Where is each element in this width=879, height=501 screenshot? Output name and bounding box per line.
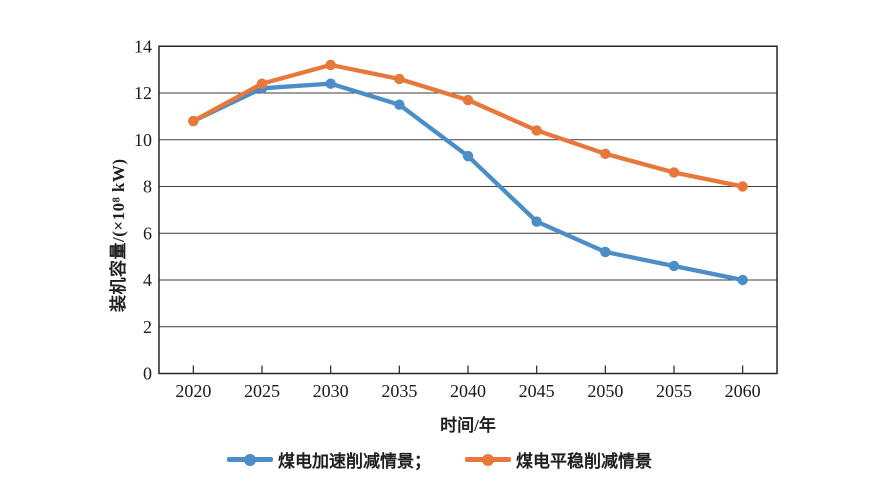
svg-text:2030: 2030 — [313, 381, 349, 401]
svg-text:6: 6 — [143, 223, 152, 243]
svg-text:2055: 2055 — [656, 381, 692, 401]
gridlines — [159, 92, 777, 328]
series-1 — [188, 59, 748, 192]
legend: 煤电加速削减情景； 煤电平稳削减情景 — [0, 447, 879, 472]
svg-text:2060: 2060 — [725, 381, 761, 401]
svg-text:4: 4 — [143, 270, 152, 290]
svg-text:2050: 2050 — [587, 381, 623, 401]
y-axis-tick-labels: 0 2 4 6 8 10 12 14 — [134, 36, 152, 383]
svg-text:10: 10 — [134, 130, 152, 150]
legend-dot-icon — [482, 453, 494, 466]
svg-text:0: 0 — [143, 364, 152, 384]
svg-text:2025: 2025 — [244, 381, 280, 401]
svg-text:2: 2 — [143, 317, 152, 337]
legend-item-steady: 煤电平稳削减情景 — [465, 447, 652, 472]
svg-text:2020: 2020 — [175, 381, 211, 401]
legend-line-marker-icon — [227, 453, 273, 466]
svg-text:2045: 2045 — [519, 381, 555, 401]
legend-label: 煤电平稳削减情景 — [516, 452, 652, 471]
y-axis-title: 装机容量/(×10⁸ kW) — [109, 158, 128, 312]
svg-text:2040: 2040 — [450, 381, 486, 401]
legend-line-marker-icon — [465, 453, 511, 466]
x-axis-ticks — [192, 365, 744, 374]
x-axis-title: 时间/年 — [440, 416, 496, 435]
legend-item-accelerated: 煤电加速削减情景； — [227, 447, 431, 472]
svg-text:2035: 2035 — [381, 381, 417, 401]
legend-dot-icon — [244, 453, 256, 466]
svg-text:14: 14 — [134, 36, 152, 56]
svg-text:12: 12 — [134, 83, 152, 103]
legend-label: 煤电加速削减情景； — [278, 452, 431, 471]
svg-text:8: 8 — [143, 177, 152, 197]
x-axis-tick-labels: 2020 2025 2030 2035 2040 2045 2050 2055 2060 — [175, 381, 760, 401]
series-0 — [188, 78, 748, 286]
